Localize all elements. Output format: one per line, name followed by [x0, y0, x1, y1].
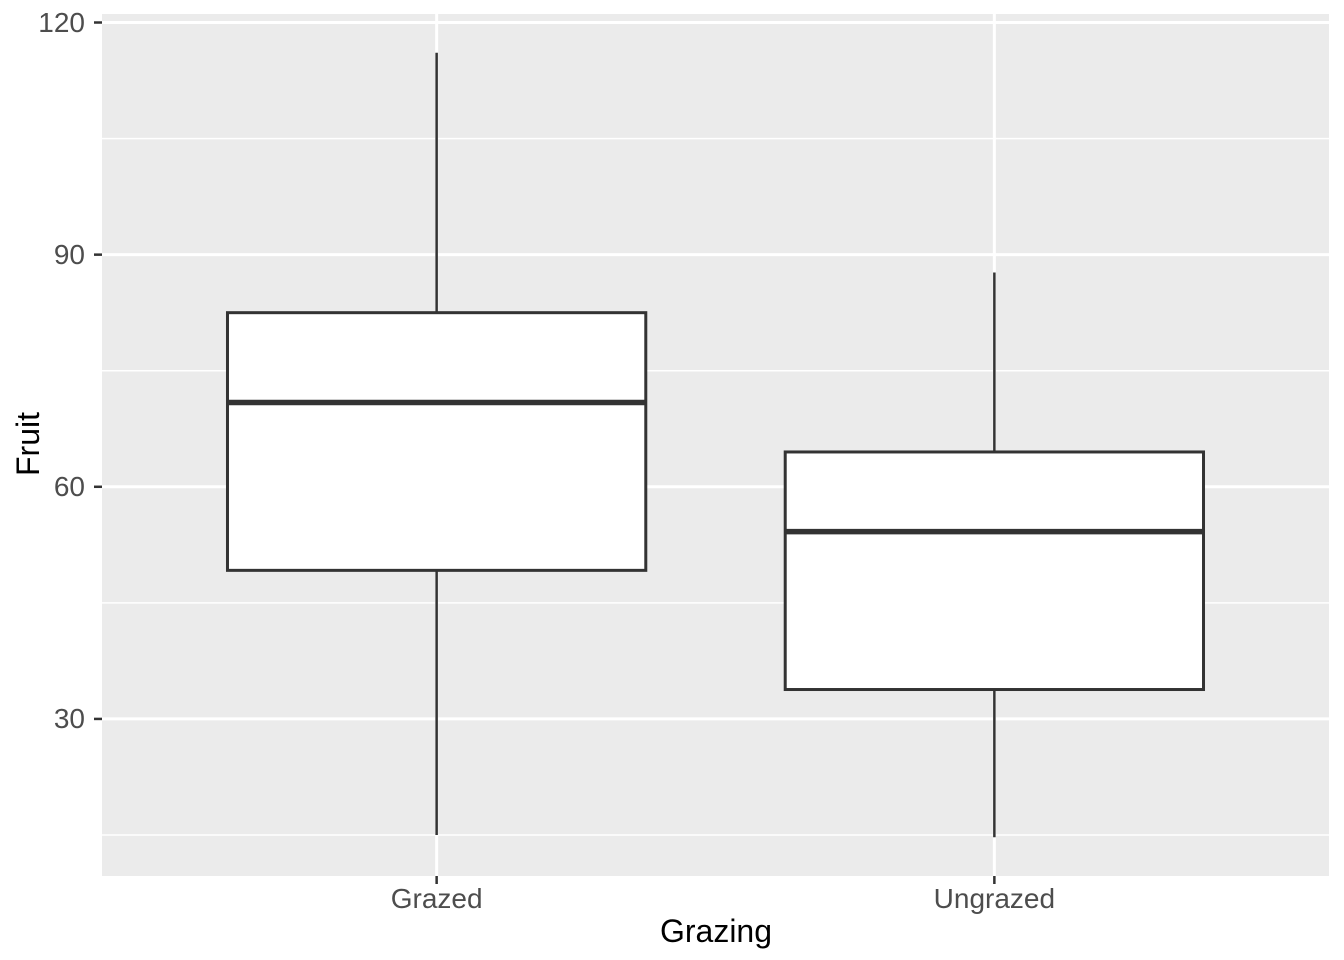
y-axis-title: Fruit — [10, 412, 46, 476]
x-tick-label: Grazed — [390, 883, 483, 914]
box-iqr — [783, 450, 1206, 692]
box-iqr — [225, 311, 648, 572]
x-axis-title: Grazing — [659, 913, 773, 949]
y-tick-label: 60 — [53, 470, 85, 502]
y-tick-label: 30 — [53, 702, 85, 734]
y-tick-label: 120 — [38, 6, 85, 38]
y-tick-label: 90 — [53, 238, 85, 270]
x-tick-label: Ungrazed — [933, 883, 1056, 914]
